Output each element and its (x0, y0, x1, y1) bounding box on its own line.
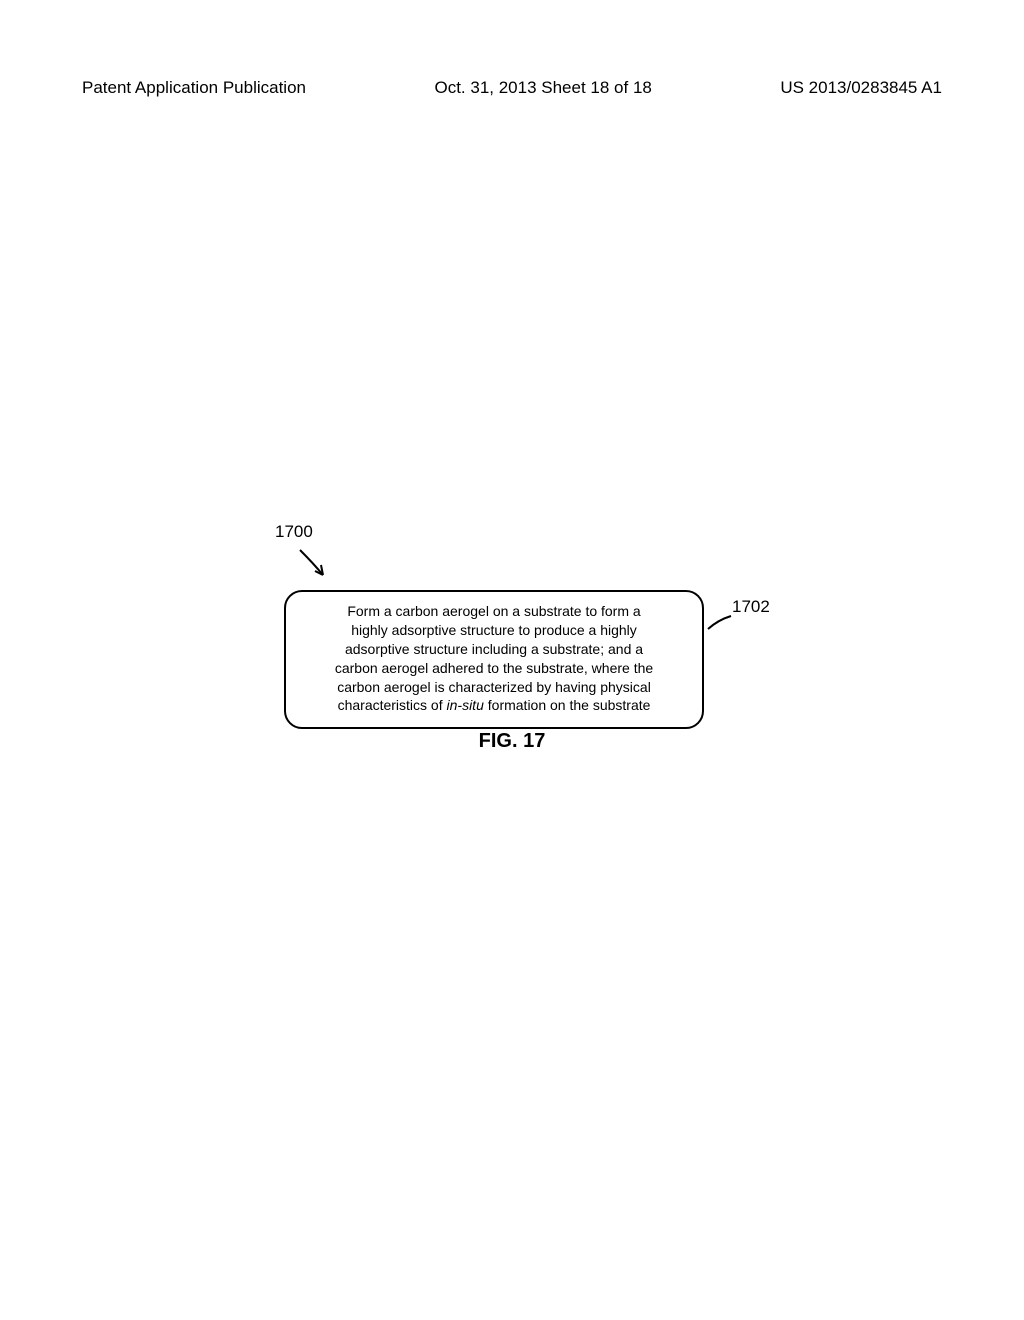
box-line-5: carbon aerogel is characterized by havin… (337, 679, 651, 695)
arrow-1700-icon (295, 545, 335, 585)
box-line-6-italic: in-situ (447, 697, 484, 713)
box-line-1: Form a carbon aerogel on a substrate to … (347, 603, 640, 619)
box-line-3: adsorptive structure including a substra… (345, 641, 643, 657)
box-line-6a: characteristics of (338, 697, 447, 713)
flowchart-step-box: Form a carbon aerogel on a substrate to … (284, 590, 704, 729)
box-line-4: carbon aerogel adhered to the substrate,… (335, 660, 653, 676)
page-header: Patent Application Publication Oct. 31, … (82, 78, 942, 98)
box-line-2: highly adsorptive structure to produce a… (351, 622, 637, 638)
figure-label: FIG. 17 (0, 730, 1024, 753)
box-line-6c: formation on the substrate (484, 697, 651, 713)
header-publication: Patent Application Publication (82, 78, 306, 98)
reference-label-1702: 1702 (732, 597, 770, 617)
header-date-sheet: Oct. 31, 2013 Sheet 18 of 18 (434, 78, 651, 98)
header-pub-number: US 2013/0283845 A1 (780, 78, 942, 98)
reference-label-1700: 1700 (275, 522, 313, 542)
